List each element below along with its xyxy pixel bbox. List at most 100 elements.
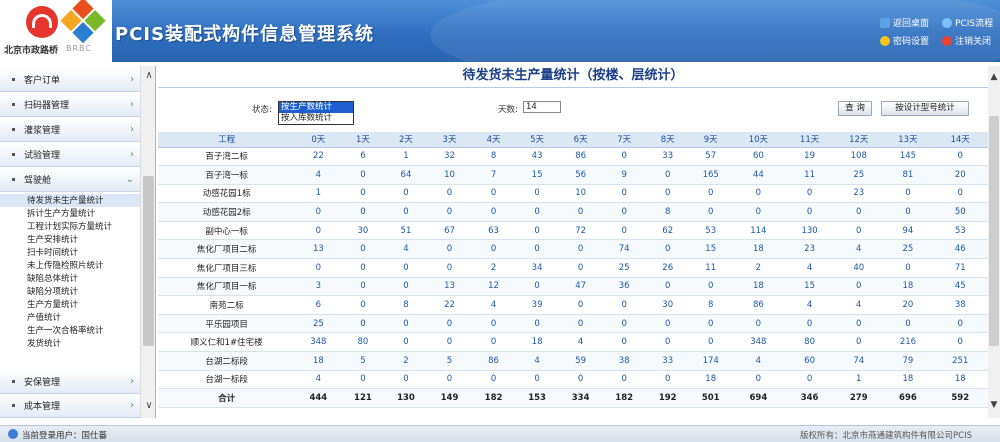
column-header-day: 3天 <box>427 132 472 148</box>
count-cell: 18 <box>689 370 732 390</box>
count-cell: 0 <box>471 332 516 353</box>
count-cell: 8 <box>471 147 516 167</box>
return-desktop-link[interactable]: 返回桌面 <box>880 16 929 29</box>
sidebar-scrollbar[interactable]: ∧ ∨ <box>140 66 155 418</box>
count-cell: 2 <box>384 351 428 371</box>
chevron-right-icon: › <box>130 74 134 85</box>
count-cell: 0 <box>427 239 472 260</box>
count-cell: 3 <box>295 277 342 297</box>
count-cell: 0 <box>689 184 732 204</box>
sidebar-item-customer-orders[interactable]: 客户订单 › <box>0 68 140 92</box>
count-cell: 86 <box>558 147 603 167</box>
user-icon <box>8 429 18 439</box>
sidebar-subitem[interactable]: 缺陷总体统计 <box>27 274 79 284</box>
sidebar-item-label: 安保管理 <box>24 378 61 388</box>
count-cell: 26 <box>645 258 690 278</box>
total-cell: 334 <box>558 388 603 408</box>
scroll-up-icon[interactable]: ∧ <box>145 70 153 81</box>
count-cell: 4 <box>785 258 835 278</box>
sidebar-subitem[interactable]: 扫卡时间统计 <box>27 248 79 258</box>
sidebar-subitem-unshipped-stats[interactable]: 待发货未生产量统计 <box>0 194 140 207</box>
sidebar-item-grouting[interactable]: 灌浆管理 › <box>0 118 140 142</box>
total-cell: 149 <box>427 388 472 408</box>
table-row: 百子湾二标 22 6 1 32 8 43 86 0 33 57 60 19 108 145 0 <box>158 147 988 167</box>
sidebar-subitem[interactable]: 发货统计 <box>27 339 62 349</box>
column-header-day: 9天 <box>689 132 732 148</box>
column-header-day: 5天 <box>515 132 559 148</box>
scrollbar-thumb[interactable] <box>989 116 999 346</box>
sidebar-item-testing[interactable]: 试验管理 › <box>0 143 140 167</box>
main-scrollbar[interactable]: ▲ ▼ <box>988 66 1000 418</box>
count-cell: 5 <box>427 351 472 371</box>
project-name-cell: 焦化厂项目三标 <box>158 258 296 278</box>
count-cell: 0 <box>558 239 603 260</box>
total-cell: 182 <box>471 388 516 408</box>
table-row: 台湖二标段 18 5 2 5 86 4 59 38 33 174 4 60 74 79 251 <box>158 351 988 371</box>
sidebar-item-security[interactable]: 安保管理 › <box>0 370 140 394</box>
table-row: 顺义仁和1#住宅楼 348 80 0 0 0 18 4 0 0 0 348 80 0 216 0 <box>158 332 988 353</box>
pcis-flow-link[interactable]: PCIS流程 <box>942 16 993 29</box>
sidebar-item-label: 扫码器管理 <box>24 101 70 111</box>
logout-link[interactable]: 注销关闭 <box>942 34 991 47</box>
count-cell: 0 <box>384 258 428 278</box>
count-cell: 12 <box>471 277 516 297</box>
total-label-cell: 合计 <box>158 388 296 408</box>
count-cell: 0 <box>834 314 884 334</box>
scroll-down-icon[interactable]: ∨ <box>145 400 153 411</box>
chevron-right-icon: › <box>130 376 134 387</box>
count-cell: 216 <box>883 332 933 353</box>
sidebar-item-cost[interactable]: 成本管理 › <box>0 394 140 418</box>
sidebar-subitem[interactable]: 产值统计 <box>27 313 62 323</box>
sidebar-subitem[interactable]: 生产一次合格率统计 <box>27 326 104 336</box>
count-cell: 348 <box>731 332 785 353</box>
count-cell: 15 <box>515 165 559 185</box>
sidebar-item-cockpit[interactable]: 驾驶舱 ⌄ <box>0 168 140 192</box>
sidebar-subitem[interactable]: 生产方量统计 <box>27 300 79 310</box>
sidebar-subitem[interactable]: 缺陷分项统计 <box>27 287 79 297</box>
count-cell: 4 <box>834 295 884 315</box>
total-cell: 130 <box>384 388 428 408</box>
total-cell: 279 <box>834 388 884 408</box>
sidebar-subitem[interactable]: 未上传隐检照片统计 <box>27 261 104 271</box>
design-model-stats-button[interactable]: 按设计型号统计 <box>881 101 969 116</box>
current-user: 当前登录用户：国仕蕃 <box>22 431 108 441</box>
count-cell: 0 <box>471 314 516 334</box>
sidebar-subitem[interactable]: 工程计划实际方量统计 <box>27 222 113 232</box>
password-settings-link[interactable]: 密码设置 <box>880 34 929 47</box>
count-cell: 0 <box>645 239 690 260</box>
scrollbar-thumb[interactable] <box>143 176 154 346</box>
count-cell: 18 <box>883 277 933 297</box>
count-cell: 0 <box>689 332 732 353</box>
app-header: 北京市政路桥 BRBC PCIS装配式构件信息管理系统 返回桌面 PCIS流程 … <box>0 0 1000 62</box>
status-dropdown[interactable]: 按生产数统计 按入库数统计 <box>278 101 354 125</box>
count-cell: 67 <box>427 221 472 241</box>
count-cell: 0 <box>932 314 988 334</box>
count-cell: 33 <box>645 351 690 371</box>
count-cell: 59 <box>558 351 603 371</box>
scroll-down-icon[interactable]: ▼ <box>990 400 998 410</box>
sidebar-subitem[interactable]: 生产安排统计 <box>27 235 79 245</box>
status-option-warehouse[interactable]: 按入库数统计 <box>281 113 333 123</box>
count-cell: 11 <box>689 258 732 278</box>
query-button[interactable]: 查 询 <box>838 101 872 116</box>
status-option-production[interactable]: 按生产数统计 <box>279 102 353 113</box>
count-cell: 30 <box>645 295 690 315</box>
count-cell: 0 <box>785 202 835 222</box>
days-input[interactable]: 14 <box>523 101 561 113</box>
scroll-up-icon[interactable]: ▲ <box>990 72 998 82</box>
bullet-icon <box>12 153 15 156</box>
count-cell: 18 <box>883 370 933 390</box>
sidebar-item-scanner[interactable]: 扫码器管理 › <box>0 93 140 117</box>
count-cell: 22 <box>295 147 342 167</box>
count-cell: 0 <box>384 202 428 222</box>
count-cell: 0 <box>515 221 559 241</box>
chevron-right-icon: › <box>130 124 134 135</box>
count-cell: 18 <box>731 277 785 297</box>
count-cell: 0 <box>295 221 342 241</box>
count-cell: 348 <box>295 332 342 353</box>
count-cell: 145 <box>883 147 933 167</box>
project-name-cell: 焦化厂项目二标 <box>158 239 296 260</box>
sidebar-subitem[interactable]: 拆计生产方量统计 <box>27 209 96 219</box>
count-cell: 43 <box>515 147 559 167</box>
count-cell: 0 <box>471 239 516 260</box>
